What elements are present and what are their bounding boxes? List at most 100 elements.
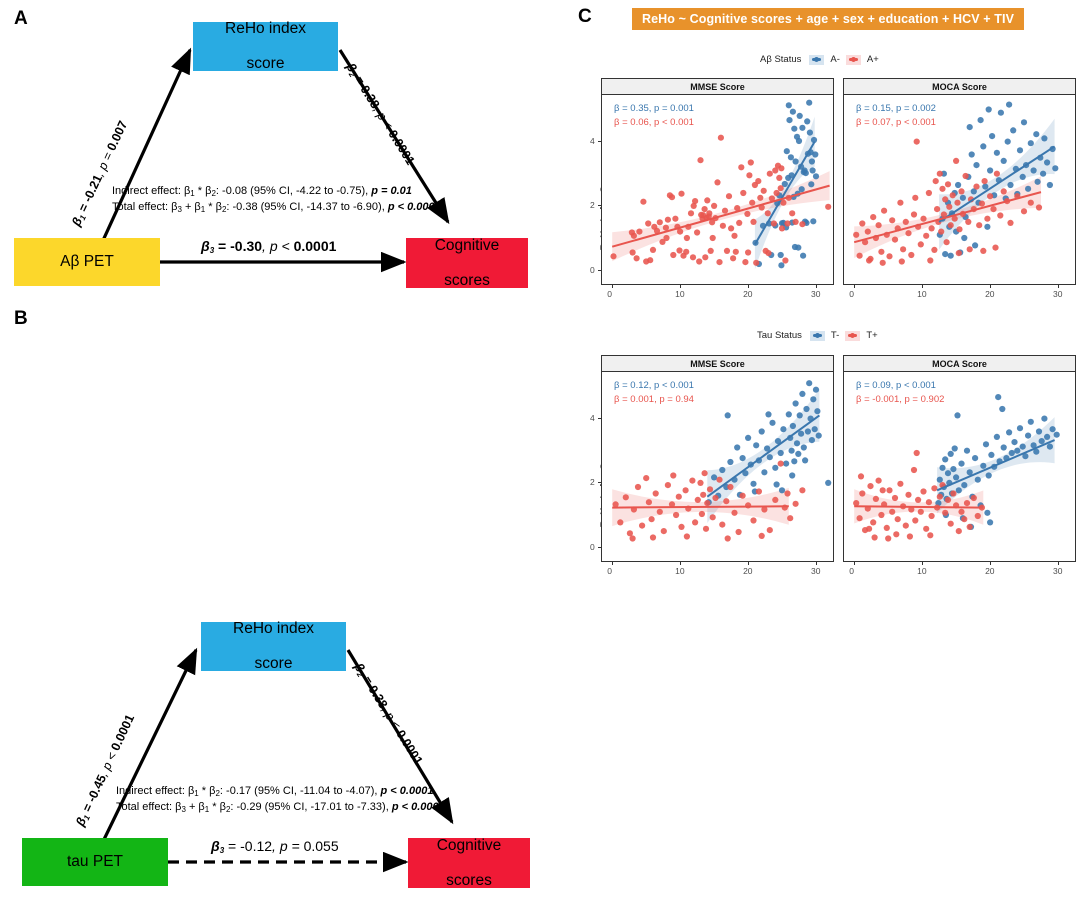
x-tick-label: 0 [607, 566, 612, 576]
legend-ab-status: Aβ Status A- A+ [760, 54, 879, 65]
data-point [639, 522, 646, 529]
data-point [709, 219, 716, 226]
data-point [872, 495, 879, 502]
data-point [809, 167, 816, 174]
data-point [958, 188, 965, 195]
data-point [746, 172, 753, 179]
data-point [750, 218, 757, 225]
series-points-T+ [853, 449, 985, 542]
data-point [712, 494, 719, 502]
data-point [886, 253, 893, 260]
x-tick-label: 20 [743, 289, 753, 299]
data-point [676, 247, 683, 254]
data-point [1052, 165, 1059, 172]
data-point [782, 257, 789, 264]
data-point [802, 457, 809, 464]
y-tick-label: 0 [590, 541, 595, 552]
data-point [724, 535, 731, 542]
x-tick-mark [612, 285, 614, 288]
node-reho-line1: ReHo index [225, 20, 306, 38]
data-point [944, 181, 952, 188]
data-point [987, 193, 994, 200]
regression-line-A+ [611, 184, 830, 248]
regression-line-A+ [853, 191, 1042, 244]
path-c-sub-a: 3 [209, 246, 215, 255]
data-point [682, 487, 689, 494]
data-point [1044, 433, 1051, 440]
data-point [953, 157, 960, 164]
y-tick-mark [598, 269, 601, 271]
data-point [939, 464, 946, 471]
data-point [1025, 432, 1032, 439]
data-point [799, 221, 806, 228]
data-point [811, 426, 818, 433]
data-point [795, 450, 802, 457]
data-point [932, 178, 939, 185]
data-point [825, 203, 832, 210]
data-point [796, 112, 803, 119]
data-point [683, 533, 690, 540]
data-point [931, 246, 938, 253]
data-point [984, 223, 991, 230]
data-point [728, 225, 735, 232]
facet-strip-ab-moca: MOCA Score [843, 78, 1076, 95]
regression-line-T+ [854, 505, 984, 509]
data-point [944, 470, 952, 477]
data-point [697, 157, 704, 164]
data-point [970, 494, 977, 502]
data-point [785, 102, 792, 109]
data-point [925, 189, 932, 197]
y-tick-label: 0 [590, 264, 595, 275]
data-point [942, 456, 949, 463]
data-point [912, 194, 919, 201]
data-point [774, 438, 782, 445]
mediation-a-arrows [93, 47, 450, 273]
data-point [906, 533, 913, 540]
x-tick-mark [1058, 562, 1059, 565]
data-point [719, 521, 726, 528]
data-point [786, 117, 793, 124]
data-point [673, 511, 680, 519]
data-point [765, 250, 772, 257]
x-tick-label: 30 [811, 289, 821, 299]
data-point [645, 499, 652, 506]
data-point [928, 225, 935, 232]
data-point [954, 199, 961, 206]
data-point [875, 477, 882, 484]
data-point [689, 254, 697, 261]
data-point [780, 426, 787, 433]
data-point [997, 109, 1004, 116]
data-point [958, 460, 965, 467]
data-point [793, 440, 801, 447]
data-point [902, 522, 909, 529]
legend-label-a-plus: A+ [866, 54, 879, 65]
data-point [812, 173, 820, 180]
data-point [808, 437, 815, 444]
data-point [799, 487, 806, 494]
data-point [1027, 418, 1034, 425]
data-point [692, 198, 699, 205]
indirect-effect-b: Indirect effect: β1 * β2: -0.17 (95% CI,… [116, 785, 434, 798]
y-tick-mark [598, 546, 601, 548]
data-point [761, 506, 768, 513]
data-point [696, 258, 703, 265]
data-point [803, 405, 810, 413]
y-tick-mark [598, 140, 601, 142]
x-tick-mark [990, 285, 992, 288]
data-point [900, 246, 907, 253]
data-point [1007, 219, 1014, 226]
data-point [867, 483, 874, 490]
data-point [789, 422, 796, 430]
data-point [927, 257, 934, 264]
node-cognitive-scores-b: Cognitive scores [408, 837, 530, 889]
data-point [739, 455, 746, 462]
data-point [670, 251, 677, 259]
legend-label-t-plus: T+ [866, 330, 878, 341]
path-c-value-a: -0.30 [230, 238, 263, 254]
data-point [723, 498, 730, 505]
data-point [856, 515, 863, 522]
data-point [742, 259, 749, 266]
data-point [643, 475, 650, 482]
data-point [792, 500, 799, 507]
data-point [1044, 159, 1051, 166]
